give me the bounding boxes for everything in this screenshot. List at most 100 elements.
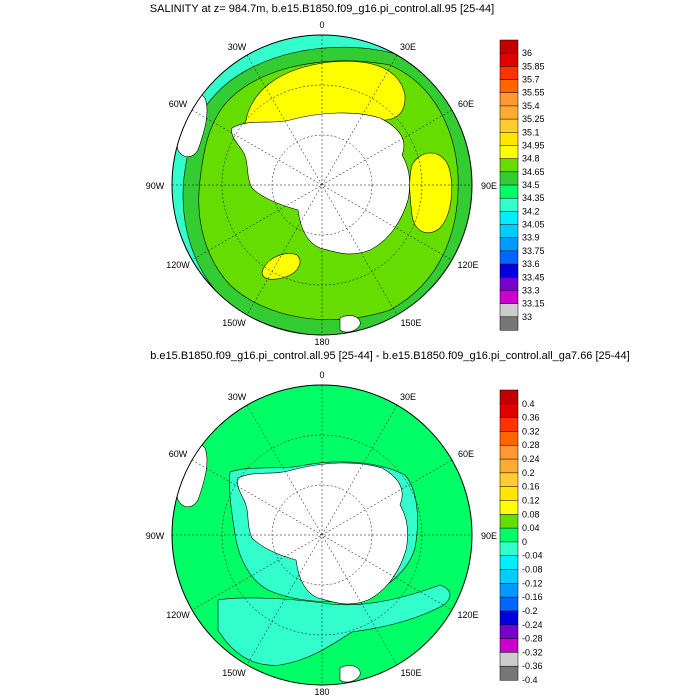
colorbar-tick-label: 33.15 [522, 299, 545, 309]
colorbar-swatch [499, 52, 519, 67]
colorbar-swatch [499, 303, 519, 318]
colorbar-tick-label: 33.9 [522, 233, 540, 243]
colorbar-tick-label: 34.65 [522, 167, 545, 177]
lon-label: 120E [457, 260, 478, 270]
colorbar-swatch [499, 184, 519, 199]
colorbar-tick-label: 0.2 [522, 468, 535, 478]
new-zealand-landmass [339, 665, 361, 683]
colorbar-tick-label: -0.08 [522, 565, 543, 575]
colorbar-tick-label: 0.28 [522, 440, 540, 450]
panel-salinity-difference: b.e15.B1850.f09_g16.pi_control.all.95 [2… [146, 350, 630, 697]
longitude-labels: 0 30W 30E 60W 60E 90W 90E 120W 120E 150W… [146, 20, 497, 347]
colorbar-tick-label: 35.1 [522, 127, 540, 137]
colorbar-tick-label: 0.24 [522, 454, 540, 464]
colorbar-tick-label: 35.55 [522, 88, 545, 98]
colorbar-swatch [499, 316, 519, 331]
new-zealand-landmass [339, 315, 361, 333]
colorbar-swatch [499, 403, 519, 419]
lon-label: 120W [166, 610, 190, 620]
lon-label: 0 [319, 370, 324, 380]
lon-label: 90E [481, 531, 497, 541]
longitude-labels: 0 30W 30E 60W 60E 90W 90E 120W 120E 150W… [146, 370, 497, 697]
colorbar-swatch [499, 171, 519, 186]
colorbar-tick-label: 34.8 [522, 154, 540, 164]
colorbar-swatch [499, 132, 519, 147]
colorbar-tick-label: 0.16 [522, 482, 540, 492]
colorbar-swatch [499, 66, 519, 81]
colorbar-tick-label: -0.04 [522, 551, 543, 561]
colorbar-tick-label: -0.24 [522, 620, 543, 630]
colorbar-tick-label: -0.28 [522, 634, 543, 644]
colorbar-tick-label: 34.95 [522, 140, 545, 150]
lon-label: 60E [458, 99, 474, 109]
colorbar-swatch [499, 624, 519, 640]
colorbar-swatch [499, 596, 519, 612]
panel-title: b.e15.B1850.f09_g16.pi_control.all.95 [2… [150, 350, 629, 362]
colorbar-tick-label: 0.08 [522, 509, 540, 519]
lon-label: 30W [228, 392, 247, 402]
colorbar-tick-label: 0.04 [522, 523, 540, 533]
colorbar-tick-label: 35.4 [522, 101, 540, 111]
antarctica-landmass [237, 462, 408, 605]
map-boundary [171, 384, 473, 686]
colorbar-swatch [499, 158, 519, 173]
colorbar-tick-label: 35.85 [522, 61, 545, 71]
colorbar-tick-label: 0 [522, 537, 527, 547]
colorbar-tick-label: 0.12 [522, 495, 540, 505]
colorbar-swatch [499, 610, 519, 626]
colorbar-swatch [499, 527, 519, 543]
colorbar-swatch [499, 486, 519, 502]
colorbar-tick-label: 33.75 [522, 246, 545, 256]
map-boundary [171, 34, 473, 336]
polar-map [172, 35, 472, 335]
colorbar-swatch [499, 145, 519, 160]
colorbar-swatch [499, 263, 519, 278]
antarctica-landmass [231, 112, 410, 255]
colorbar-swatch [499, 555, 519, 571]
colorbar-swatch [499, 458, 519, 474]
colorbar-tick-label: -0.12 [522, 578, 543, 588]
colorbar-tick-label: 0.4 [522, 399, 535, 409]
colorbar-swatch [499, 105, 519, 120]
lon-label: 150W [222, 318, 246, 328]
lon-label: 60W [169, 449, 188, 459]
colorbar-tick-label: 35.25 [522, 114, 545, 124]
colorbar-swatch [499, 583, 519, 598]
colorbar-swatch [499, 39, 519, 54]
colorbar-swatch [499, 290, 519, 305]
negative-anomaly-cyan-region [217, 584, 451, 666]
colorbar-tick-label: 33.3 [522, 285, 540, 295]
colorbar-tick-label: 0.32 [522, 426, 540, 436]
lon-label: 30E [400, 42, 416, 52]
graticule [172, 35, 472, 335]
lon-label: 90W [146, 181, 165, 191]
colorbar-tick-label: 35.7 [522, 75, 540, 85]
colorbar-swatch [499, 277, 519, 291]
high-salinity-yellow-region [409, 152, 453, 234]
colorbar-tick-label: 36 [522, 48, 532, 58]
lon-label: 150E [400, 318, 421, 328]
lon-label: 150W [222, 668, 246, 678]
lon-label: 30W [228, 42, 247, 52]
colorbar-tick-label: 0.36 [522, 413, 540, 423]
colorbar-swatch [499, 514, 519, 529]
colorbar-swatch [499, 389, 519, 405]
lon-label: 60E [458, 449, 474, 459]
colorbar-swatch [499, 118, 519, 133]
lon-label: 90E [481, 181, 497, 191]
lon-label: 30E [400, 392, 416, 402]
colorbar-tick-label: 33.6 [522, 259, 540, 269]
colorbar-tick-label: -0.32 [522, 647, 543, 657]
colorbar-tick-label: 33.45 [522, 272, 545, 282]
colorbar: 0.4 0.36 0.32 0.28 0.24 0.2 0.16 0.12 0.08 0.04 0 -… [499, 389, 543, 685]
colorbar-tick-label: 34.5 [522, 180, 540, 190]
lon-label: 60W [169, 99, 188, 109]
colorbar-swatch [499, 211, 519, 226]
lon-label: 180 [314, 687, 329, 697]
colorbar-tick-label: -0.16 [522, 592, 543, 602]
panel-title: SALINITY at z= 984.7m, b.e15.B1850.f09_g… [150, 3, 494, 15]
colorbar-swatch [499, 569, 519, 584]
colorbar-tick-label: -0.2 [522, 606, 538, 616]
panel-salinity: SALINITY at z= 984.7m, b.e15.B1850.f09_g… [146, 3, 545, 347]
